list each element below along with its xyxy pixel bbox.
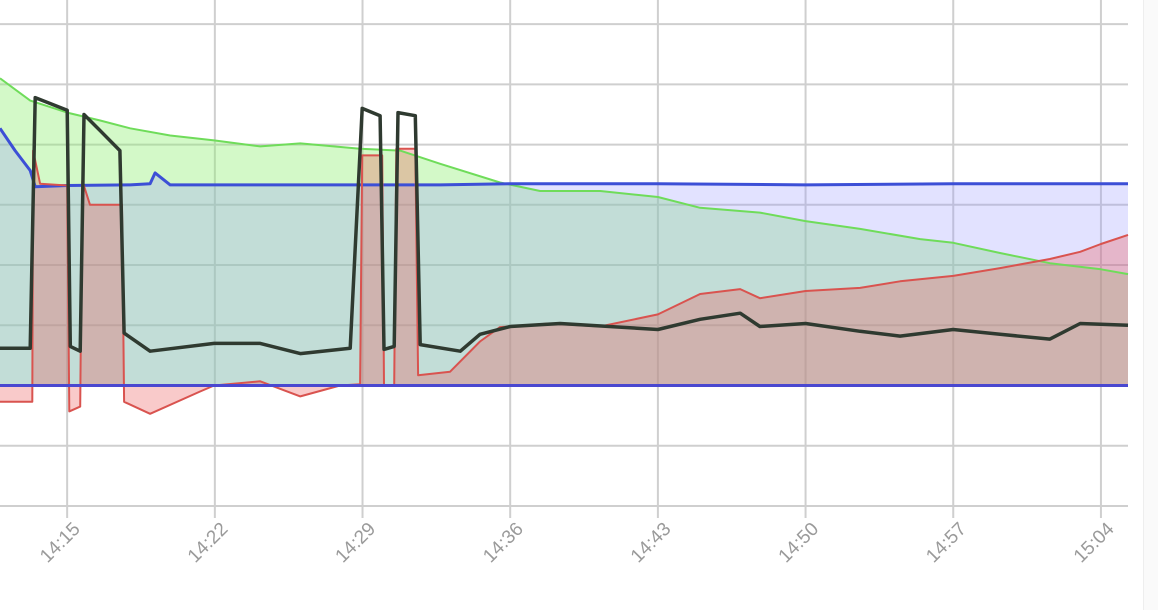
x-tick-label: 14:43 [627,519,675,567]
x-axis: 14:15 14:22 14:29 14:36 14:43 14:50 14:5… [36,518,1119,567]
series-areas [0,78,1128,414]
series-3-line [0,95,1129,356]
x-tick-label: 14:15 [36,519,84,567]
x-tick-label: 14:57 [922,519,970,567]
x-tick-label: 14:29 [332,519,380,567]
series-2-area [0,148,1128,414]
series-0-area [0,78,1128,386]
series-lines [0,77,1129,415]
series-0-line [0,77,1129,276]
x-tick-label: 14:50 [775,519,823,567]
x-tick-label: 14:22 [184,519,232,567]
x-tick-label: 15:04 [1070,518,1119,567]
scrollbar-track[interactable] [1143,0,1158,610]
series-1-area [0,128,1128,386]
x-tick-label: 14:36 [479,519,527,567]
